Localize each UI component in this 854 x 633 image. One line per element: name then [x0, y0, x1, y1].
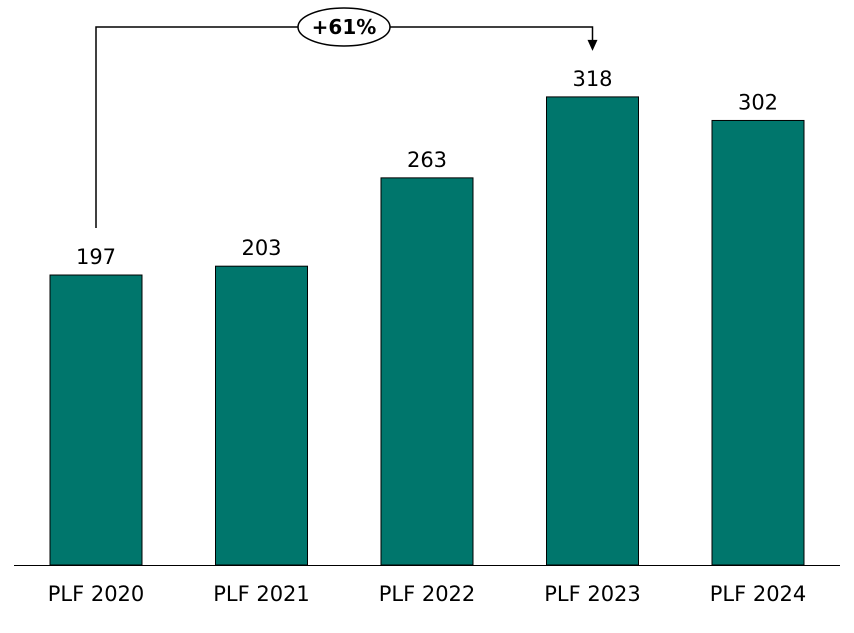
x-tick-label: PLF 2024	[710, 582, 807, 606]
bar-plf-2022	[380, 177, 474, 566]
x-tick-label: PLF 2023	[544, 582, 641, 606]
data-label: 318	[572, 67, 612, 91]
x-tick-label: PLF 2022	[379, 582, 476, 606]
data-label: 203	[241, 236, 281, 260]
data-label: 263	[407, 148, 447, 172]
bar-plf-2020	[49, 274, 143, 566]
data-label: 197	[76, 245, 116, 269]
growth-label-ellipse	[297, 7, 391, 47]
x-tick-label: PLF 2021	[213, 582, 310, 606]
bar-plf-2023	[546, 96, 639, 566]
bar-plf-2024	[711, 119, 805, 566]
growth-bracket-line	[95, 26, 594, 229]
growth-label: +61%	[312, 15, 377, 39]
x-tick-label: PLF 2020	[48, 582, 145, 606]
bar-plf-2021	[215, 265, 308, 566]
growth-annotation: +61%	[95, 7, 598, 229]
data-label: 302	[738, 90, 778, 114]
arrow-down-icon	[587, 39, 598, 51]
